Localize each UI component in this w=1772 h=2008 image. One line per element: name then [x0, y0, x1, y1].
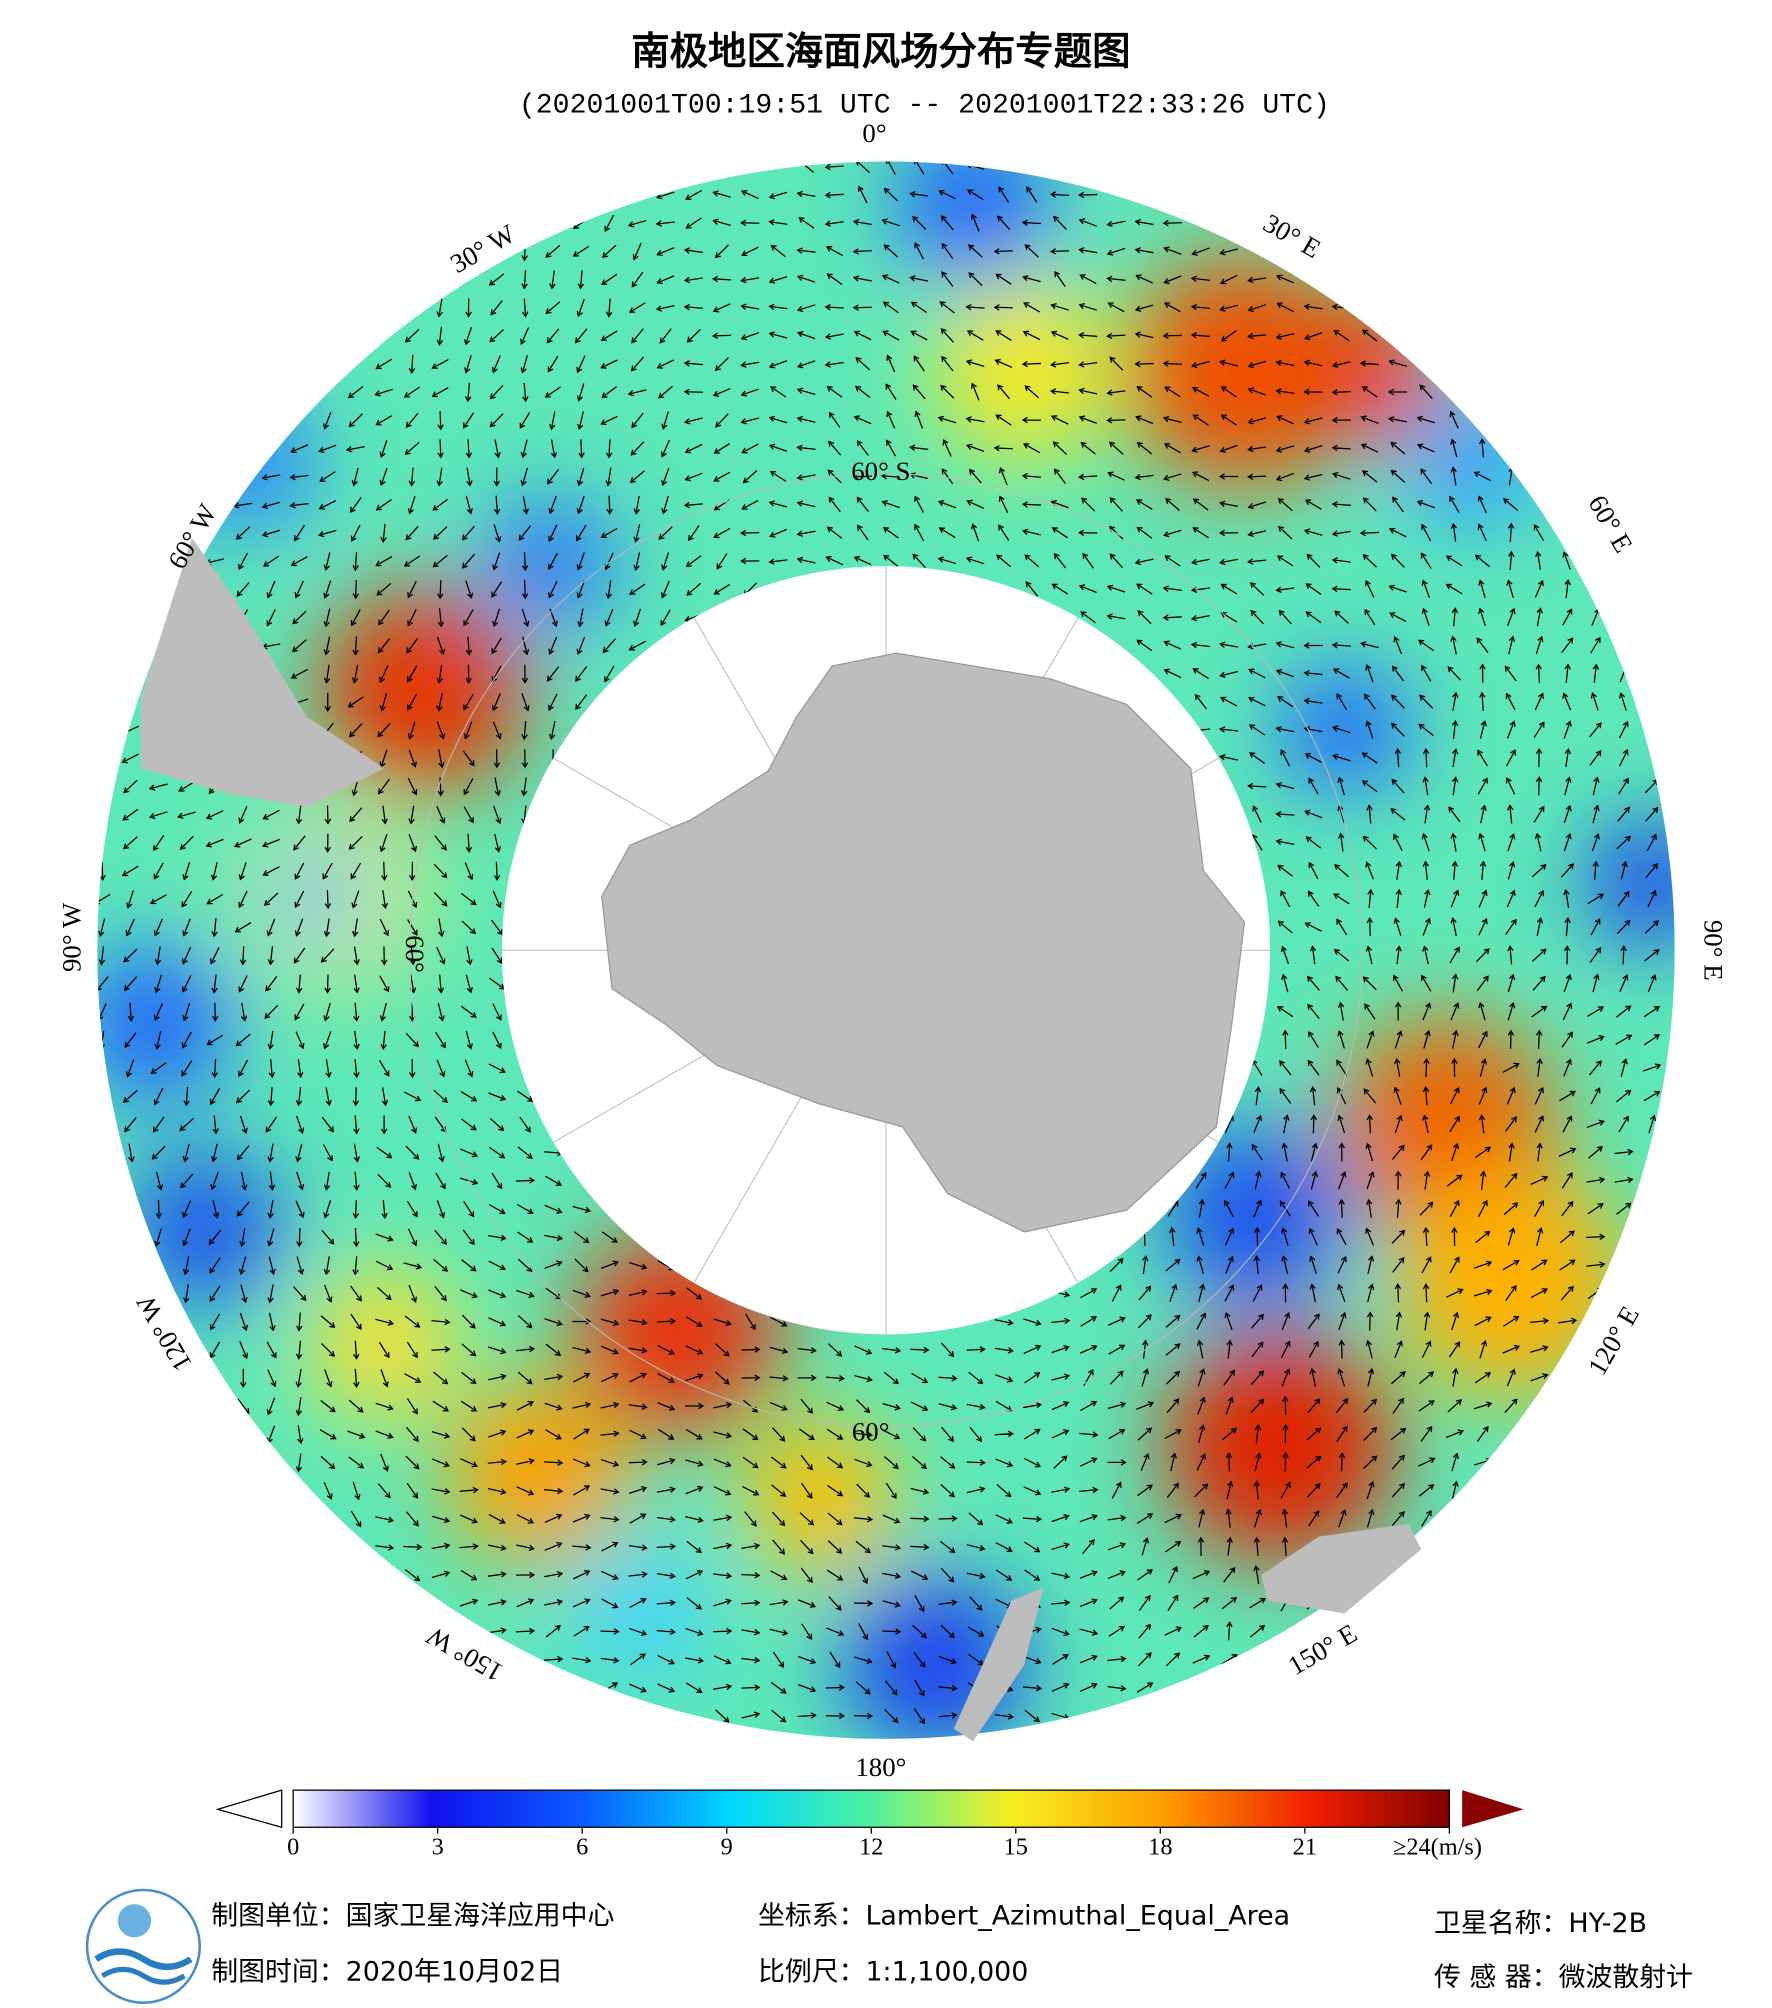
colorbar-tick-label: 6 [576, 1834, 588, 1861]
colorbar-tick-label: 0 [287, 1834, 299, 1861]
new-zealand [953, 1587, 1044, 1742]
footer-scale: 比例尺：1:1,100,000 [758, 1957, 1028, 1988]
footer-satellite: 卫星名称：HY-2B [1434, 1908, 1647, 1939]
colorbar-tick-label: 18 [1148, 1834, 1172, 1861]
colorbar-tick-label: 15 [1004, 1834, 1028, 1861]
colorbar-tick-label: 12 [859, 1834, 883, 1861]
footer-time: 制图时间：2020年10月02日 [211, 1957, 563, 1988]
colorbar-body [292, 1789, 1450, 1828]
footer-unit: 制图单位：国家卫星海洋应用中心 [211, 1900, 614, 1931]
logo [85, 1888, 202, 2004]
subtitle: (20201001T00:19:51 UTC -- 20201001T22:33… [519, 91, 1330, 122]
title: 南极地区海面风场分布专题图 [631, 29, 1130, 74]
colorbar: 0 3 6 9 12 15 18 21 ≥24(m/s) [215, 1789, 1524, 1861]
antarctica [601, 652, 1246, 1233]
south-america [140, 537, 385, 807]
lon-label: 180° [855, 1752, 906, 1782]
colorbar-tick-label: 21 [1293, 1834, 1317, 1861]
lon-label: 120° E [1582, 1301, 1645, 1380]
colorbar-tick-label: ≥24(m/s) [1393, 1834, 1482, 1861]
lon-label: 90° E [1698, 920, 1728, 981]
footer-crs: 坐标系：Lambert_Azimuthal_Equal_Area [758, 1900, 1290, 1931]
lat-label: 60° S [851, 456, 910, 486]
lon-label: 150° E [1283, 1618, 1362, 1681]
footer-sensor: 传 感 器：微波散射计 [1434, 1962, 1693, 1993]
colorbar-tick-label: 9 [721, 1834, 733, 1861]
lat-label: 60° [400, 935, 430, 973]
lon-label: 30° E [1258, 208, 1326, 264]
colorbar-tick-label: 3 [432, 1834, 444, 1861]
australia [1261, 1523, 1422, 1614]
wind-arrows [97, 161, 1662, 1725]
lon-label: 60° E [1582, 490, 1638, 558]
colorbar-over [1462, 1790, 1524, 1828]
colorbar-under [215, 1789, 283, 1829]
lon-label: 0° [862, 118, 886, 148]
lat-label: 60° [852, 1416, 890, 1446]
lon-label: 90° W [56, 902, 86, 972]
